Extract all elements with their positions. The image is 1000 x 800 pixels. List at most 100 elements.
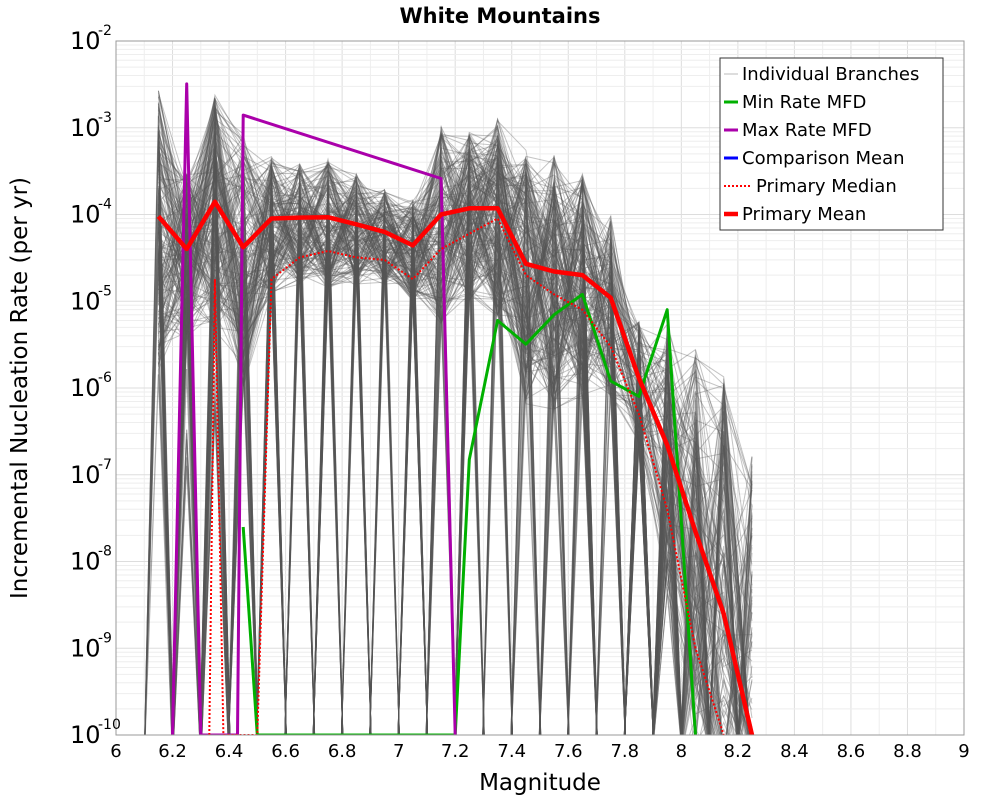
branch-line bbox=[157, 162, 654, 735]
branch-line bbox=[157, 160, 739, 735]
branch-line bbox=[157, 145, 753, 735]
branch-line bbox=[158, 172, 683, 735]
branch-line bbox=[157, 159, 753, 735]
branch-line bbox=[171, 161, 739, 735]
legend-label: Primary Mean bbox=[742, 204, 866, 225]
branch-line bbox=[171, 96, 710, 735]
branch-line bbox=[157, 145, 753, 735]
branch-line bbox=[157, 136, 751, 735]
y-tick-label: 10-6 bbox=[70, 370, 112, 402]
branch-line bbox=[157, 108, 749, 735]
x-tick-label: 9 bbox=[958, 741, 969, 762]
plot-frame bbox=[115, 40, 965, 736]
branch-line bbox=[157, 156, 753, 735]
branch-spike bbox=[144, 127, 173, 735]
branch-line bbox=[157, 106, 753, 735]
branch-line bbox=[158, 162, 682, 735]
branch-line bbox=[157, 147, 751, 735]
branch-line bbox=[157, 155, 753, 735]
branch-line bbox=[157, 157, 654, 735]
branch-line bbox=[228, 157, 722, 735]
branch-line bbox=[157, 167, 753, 735]
branch-line bbox=[171, 183, 751, 735]
branch-line bbox=[157, 145, 737, 735]
branch-line bbox=[157, 155, 598, 735]
branch-line bbox=[157, 149, 753, 735]
branch-line bbox=[157, 131, 718, 735]
branch-line bbox=[171, 134, 753, 735]
branch-line bbox=[158, 171, 683, 735]
branch-line bbox=[158, 149, 720, 735]
branch-spike bbox=[200, 126, 230, 735]
branch-line bbox=[227, 156, 753, 735]
legend-label: Primary Median bbox=[756, 176, 897, 197]
branch-spike bbox=[144, 374, 173, 735]
branch-line bbox=[157, 155, 739, 735]
x-tick-label: 8.2 bbox=[724, 741, 753, 762]
branch-line bbox=[157, 161, 708, 735]
branch-line bbox=[157, 160, 750, 735]
branch-line bbox=[157, 148, 739, 735]
series-primary-mean bbox=[156, 199, 755, 735]
branch-line bbox=[171, 163, 751, 735]
branch-line bbox=[157, 181, 753, 735]
x-tick-label: 8.6 bbox=[837, 741, 866, 762]
x-tick-label: 7.8 bbox=[610, 741, 639, 762]
branch-line bbox=[199, 163, 753, 735]
branch-line bbox=[157, 132, 722, 735]
branch-line bbox=[158, 134, 751, 735]
branch-line bbox=[158, 135, 753, 735]
svg-text:10: 10 bbox=[70, 114, 101, 142]
branch-line bbox=[157, 138, 753, 735]
branch-line bbox=[157, 98, 748, 735]
branch-line bbox=[158, 157, 682, 735]
branch-line bbox=[157, 152, 709, 735]
branch-spike bbox=[201, 372, 229, 735]
branch-line bbox=[157, 195, 749, 735]
y-tick-label: 10-10 bbox=[70, 717, 121, 749]
y-tick-label: 10-7 bbox=[70, 457, 112, 489]
branch-line bbox=[158, 105, 753, 735]
branch-line bbox=[157, 148, 626, 735]
x-tick-label: 8 bbox=[676, 741, 687, 762]
x-tick-label: 8.4 bbox=[780, 741, 809, 762]
branch-line bbox=[171, 189, 722, 735]
branch-line bbox=[157, 145, 654, 735]
branch-line bbox=[171, 123, 739, 735]
branch-line bbox=[157, 113, 750, 735]
branch-line bbox=[158, 166, 753, 735]
y-tick-label: 10-3 bbox=[70, 110, 112, 142]
svg-text:10: 10 bbox=[70, 374, 101, 402]
branch-line bbox=[158, 176, 655, 735]
branch-line bbox=[157, 121, 654, 735]
branch-line bbox=[157, 126, 753, 735]
branch-line bbox=[157, 158, 751, 735]
branch-line bbox=[171, 156, 734, 735]
branch-line bbox=[158, 160, 710, 735]
branch-line bbox=[171, 173, 711, 735]
branch-line bbox=[157, 109, 723, 735]
svg-text:-6: -6 bbox=[98, 370, 112, 386]
branch-line bbox=[157, 93, 739, 735]
branch-line bbox=[158, 146, 753, 735]
y-tick-label: 10-4 bbox=[70, 197, 112, 229]
svg-text:10: 10 bbox=[70, 201, 101, 229]
branch-line bbox=[157, 167, 747, 735]
branch-line bbox=[157, 160, 711, 735]
svg-text:-5: -5 bbox=[98, 283, 112, 299]
branch-line bbox=[171, 157, 735, 735]
branch-line bbox=[157, 154, 749, 735]
branch-line bbox=[157, 109, 708, 735]
branch-line bbox=[157, 158, 749, 735]
branch-line bbox=[157, 105, 753, 735]
branch-line bbox=[157, 166, 747, 735]
branch-line bbox=[157, 107, 753, 735]
svg-text:10: 10 bbox=[70, 634, 101, 662]
branch-line bbox=[171, 192, 711, 735]
branch-line bbox=[157, 116, 739, 735]
branch-line bbox=[157, 117, 753, 735]
legend-label: Individual Branches bbox=[742, 64, 919, 85]
branch-line bbox=[157, 190, 753, 735]
branch-line bbox=[157, 146, 753, 735]
branch-line bbox=[157, 106, 751, 735]
